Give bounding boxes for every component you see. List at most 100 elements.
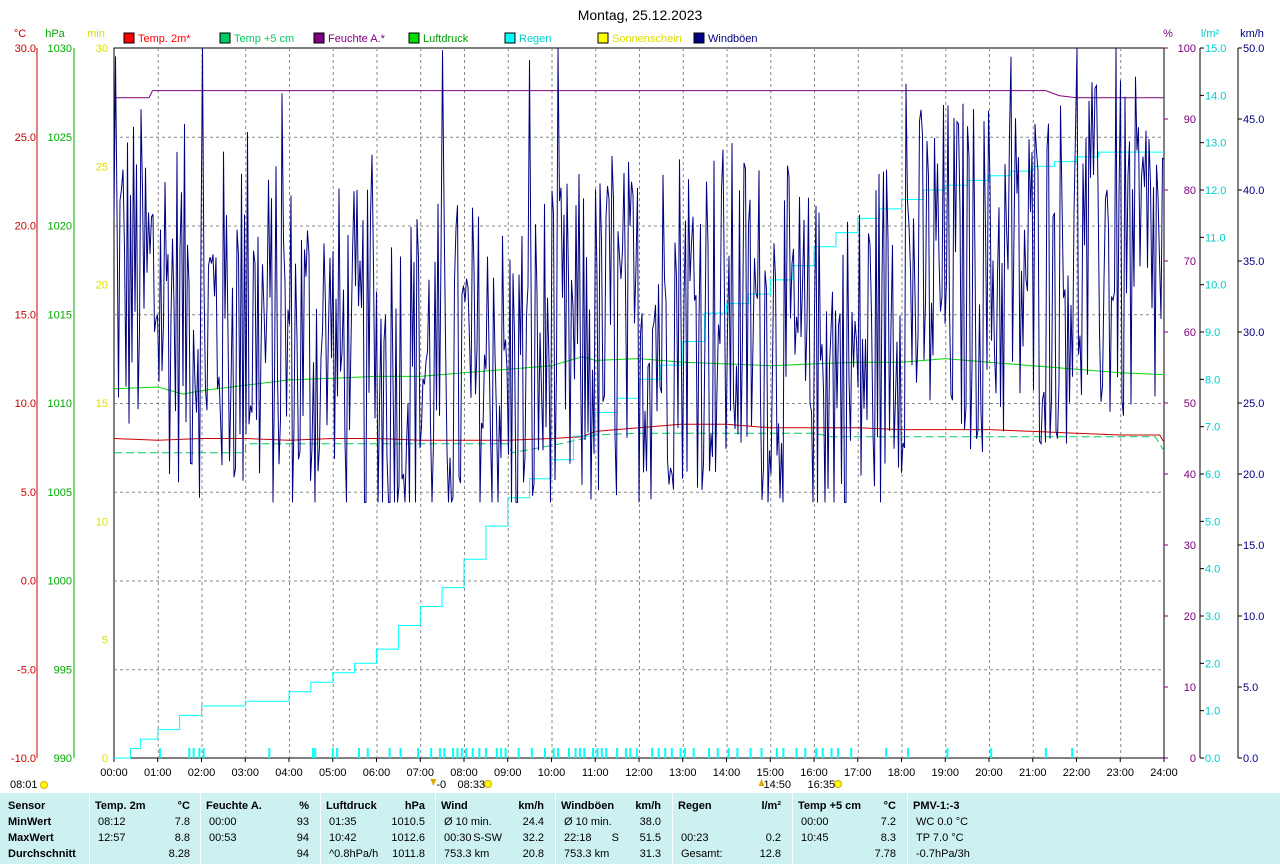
wind-tick-label: 40.0: [1243, 185, 1264, 197]
footer-cell: 24.4: [522, 816, 544, 828]
wind-tick-label: 25.0: [1243, 398, 1264, 410]
footer-cell: MinWert: [8, 816, 52, 828]
footer-cell: 7.2: [880, 816, 896, 828]
x-tick-label: 05:00: [319, 767, 347, 779]
footer-cell: Regen: [678, 800, 712, 812]
humidity-tick-label: 30: [1184, 540, 1196, 552]
x-tick-label: 19:00: [931, 767, 959, 779]
sunshine-bar: [517, 748, 520, 758]
footer-column: Temp +5 cm °C 00:00 7.2 10:45 8.3 7.78: [792, 793, 904, 864]
sunshine-bar: [478, 748, 481, 758]
footer-cell: 38.0: [639, 816, 661, 828]
footer-cell: %: [299, 800, 309, 812]
sunshine-bar: [460, 748, 463, 758]
sunshine-bar: [1044, 748, 1047, 758]
legend-item: Temp. 2m*: [123, 32, 191, 45]
footer-cell: 1011.8: [392, 848, 425, 860]
footer-cell: S: [611, 832, 619, 844]
pressure-tick-label: 1010: [48, 398, 72, 410]
footer-cell: 1012.6: [391, 832, 425, 844]
legend-label: Feuchte A.*: [328, 33, 386, 45]
footer-cell: km/h: [635, 800, 661, 812]
humidity-tick-label: 100: [1178, 43, 1196, 55]
x-tick-label: 08:00: [450, 767, 478, 779]
sunshine-bar: [331, 748, 334, 758]
rain-tick-label: 12.0: [1205, 185, 1226, 197]
humidity-tick-label: 60: [1184, 327, 1196, 339]
sunshine-bar: [568, 748, 570, 758]
footer-cell: Feuchte A.: [206, 800, 262, 812]
sunshine-bar: [907, 748, 910, 758]
humidity-tick-label: 0: [1190, 753, 1196, 765]
pressure-tick-label: 1020: [48, 221, 72, 233]
time-marker: -0: [430, 779, 446, 791]
wind-tick-label: 20.0: [1243, 469, 1264, 481]
footer-column: PMV-1:-3 WC 0.0 °C TP 7.0 °C -0.7hPa/3h: [907, 793, 1008, 864]
sunshine-bar: [804, 748, 807, 758]
sun-axis-unit: min: [87, 28, 105, 40]
sun-tick-label: 15: [96, 398, 108, 410]
x-tick-label: 13:00: [669, 767, 697, 779]
footer-cell: PMV-1:-3: [913, 800, 960, 812]
sunshine-bar: [158, 748, 161, 758]
marker-label: -0: [436, 779, 446, 791]
humidity-tick-label: 10: [1184, 682, 1196, 694]
legend-label: Luftdruck: [423, 33, 469, 45]
legend-label: Windböen: [708, 33, 758, 45]
sunshine-bar: [443, 748, 446, 758]
rain-tick-label: 13.0: [1205, 138, 1226, 150]
sunshine-bar: [504, 748, 507, 758]
x-tick-label: 22:00: [1063, 767, 1091, 779]
x-tick-label: 20:00: [975, 767, 1003, 779]
rain-tick-label: 5.0: [1205, 516, 1220, 528]
legend-swatch: [597, 32, 609, 44]
wind-tick-label: 35.0: [1243, 256, 1264, 268]
sunshine-bar: [782, 748, 785, 758]
sunshine-bar: [530, 748, 533, 758]
x-tick-label: 16:00: [800, 767, 828, 779]
footer-cell: °C: [177, 800, 190, 812]
sunrise-sun-icon: [40, 781, 48, 789]
humidity-tick-label: 70: [1184, 256, 1196, 268]
x-tick-label: 00:00: [100, 767, 128, 779]
legend-label: Regen: [519, 33, 551, 45]
footer-cell: S-SW: [473, 832, 502, 844]
pressure-tick-label: 995: [54, 664, 72, 676]
sunshine-bar: [198, 748, 201, 758]
sunshine-bar: [202, 748, 205, 758]
footer-cell: 01:35: [329, 816, 357, 828]
sunshine-bar: [192, 748, 195, 758]
legend-label: Temp. 2m*: [138, 33, 191, 45]
x-tick-label: 04:00: [275, 767, 303, 779]
pressure-axis-unit: hPa: [45, 28, 65, 40]
rain-tick-label: 2.0: [1205, 658, 1220, 670]
sunshine-bar: [543, 748, 546, 758]
sun-tick-label: 30: [96, 43, 108, 55]
down-arrow-icon: [430, 779, 437, 786]
sunshine-bar: [552, 748, 555, 758]
sunshine-bar: [795, 748, 798, 758]
x-tick-label: 12:00: [625, 767, 653, 779]
footer-cell: 7.78: [874, 848, 896, 860]
temp-tick-label: 20.0: [15, 221, 36, 233]
wind-tick-label: 30.0: [1243, 327, 1264, 339]
footer-cell: Luftdruck: [326, 800, 377, 812]
footer-cell: WC 0.0 °C: [916, 816, 969, 828]
humidity-tick-label: 20: [1184, 611, 1196, 623]
rain-tick-label: 9.0: [1205, 327, 1220, 339]
sunshine-bar: [716, 748, 719, 758]
wind-axis-unit: km/h: [1240, 28, 1264, 40]
temp-tick-label: 30.0: [15, 43, 36, 55]
legend-swatch: [504, 32, 516, 44]
footer-cell: 94: [296, 848, 309, 860]
footer-cell: l/m²: [761, 800, 781, 812]
legend-swatch: [123, 32, 135, 44]
sun-tick-label: 25: [96, 161, 108, 173]
legend-label: Sonnenschein: [612, 33, 682, 45]
sunshine-bar: [830, 748, 833, 758]
sunshine-bar: [438, 748, 441, 758]
time-marker: 08:33: [458, 779, 493, 791]
footer-cell: Ø 10 min.: [444, 816, 492, 828]
footer-cell: Durchschnitt: [8, 848, 76, 860]
sunshine-bar: [850, 748, 853, 758]
